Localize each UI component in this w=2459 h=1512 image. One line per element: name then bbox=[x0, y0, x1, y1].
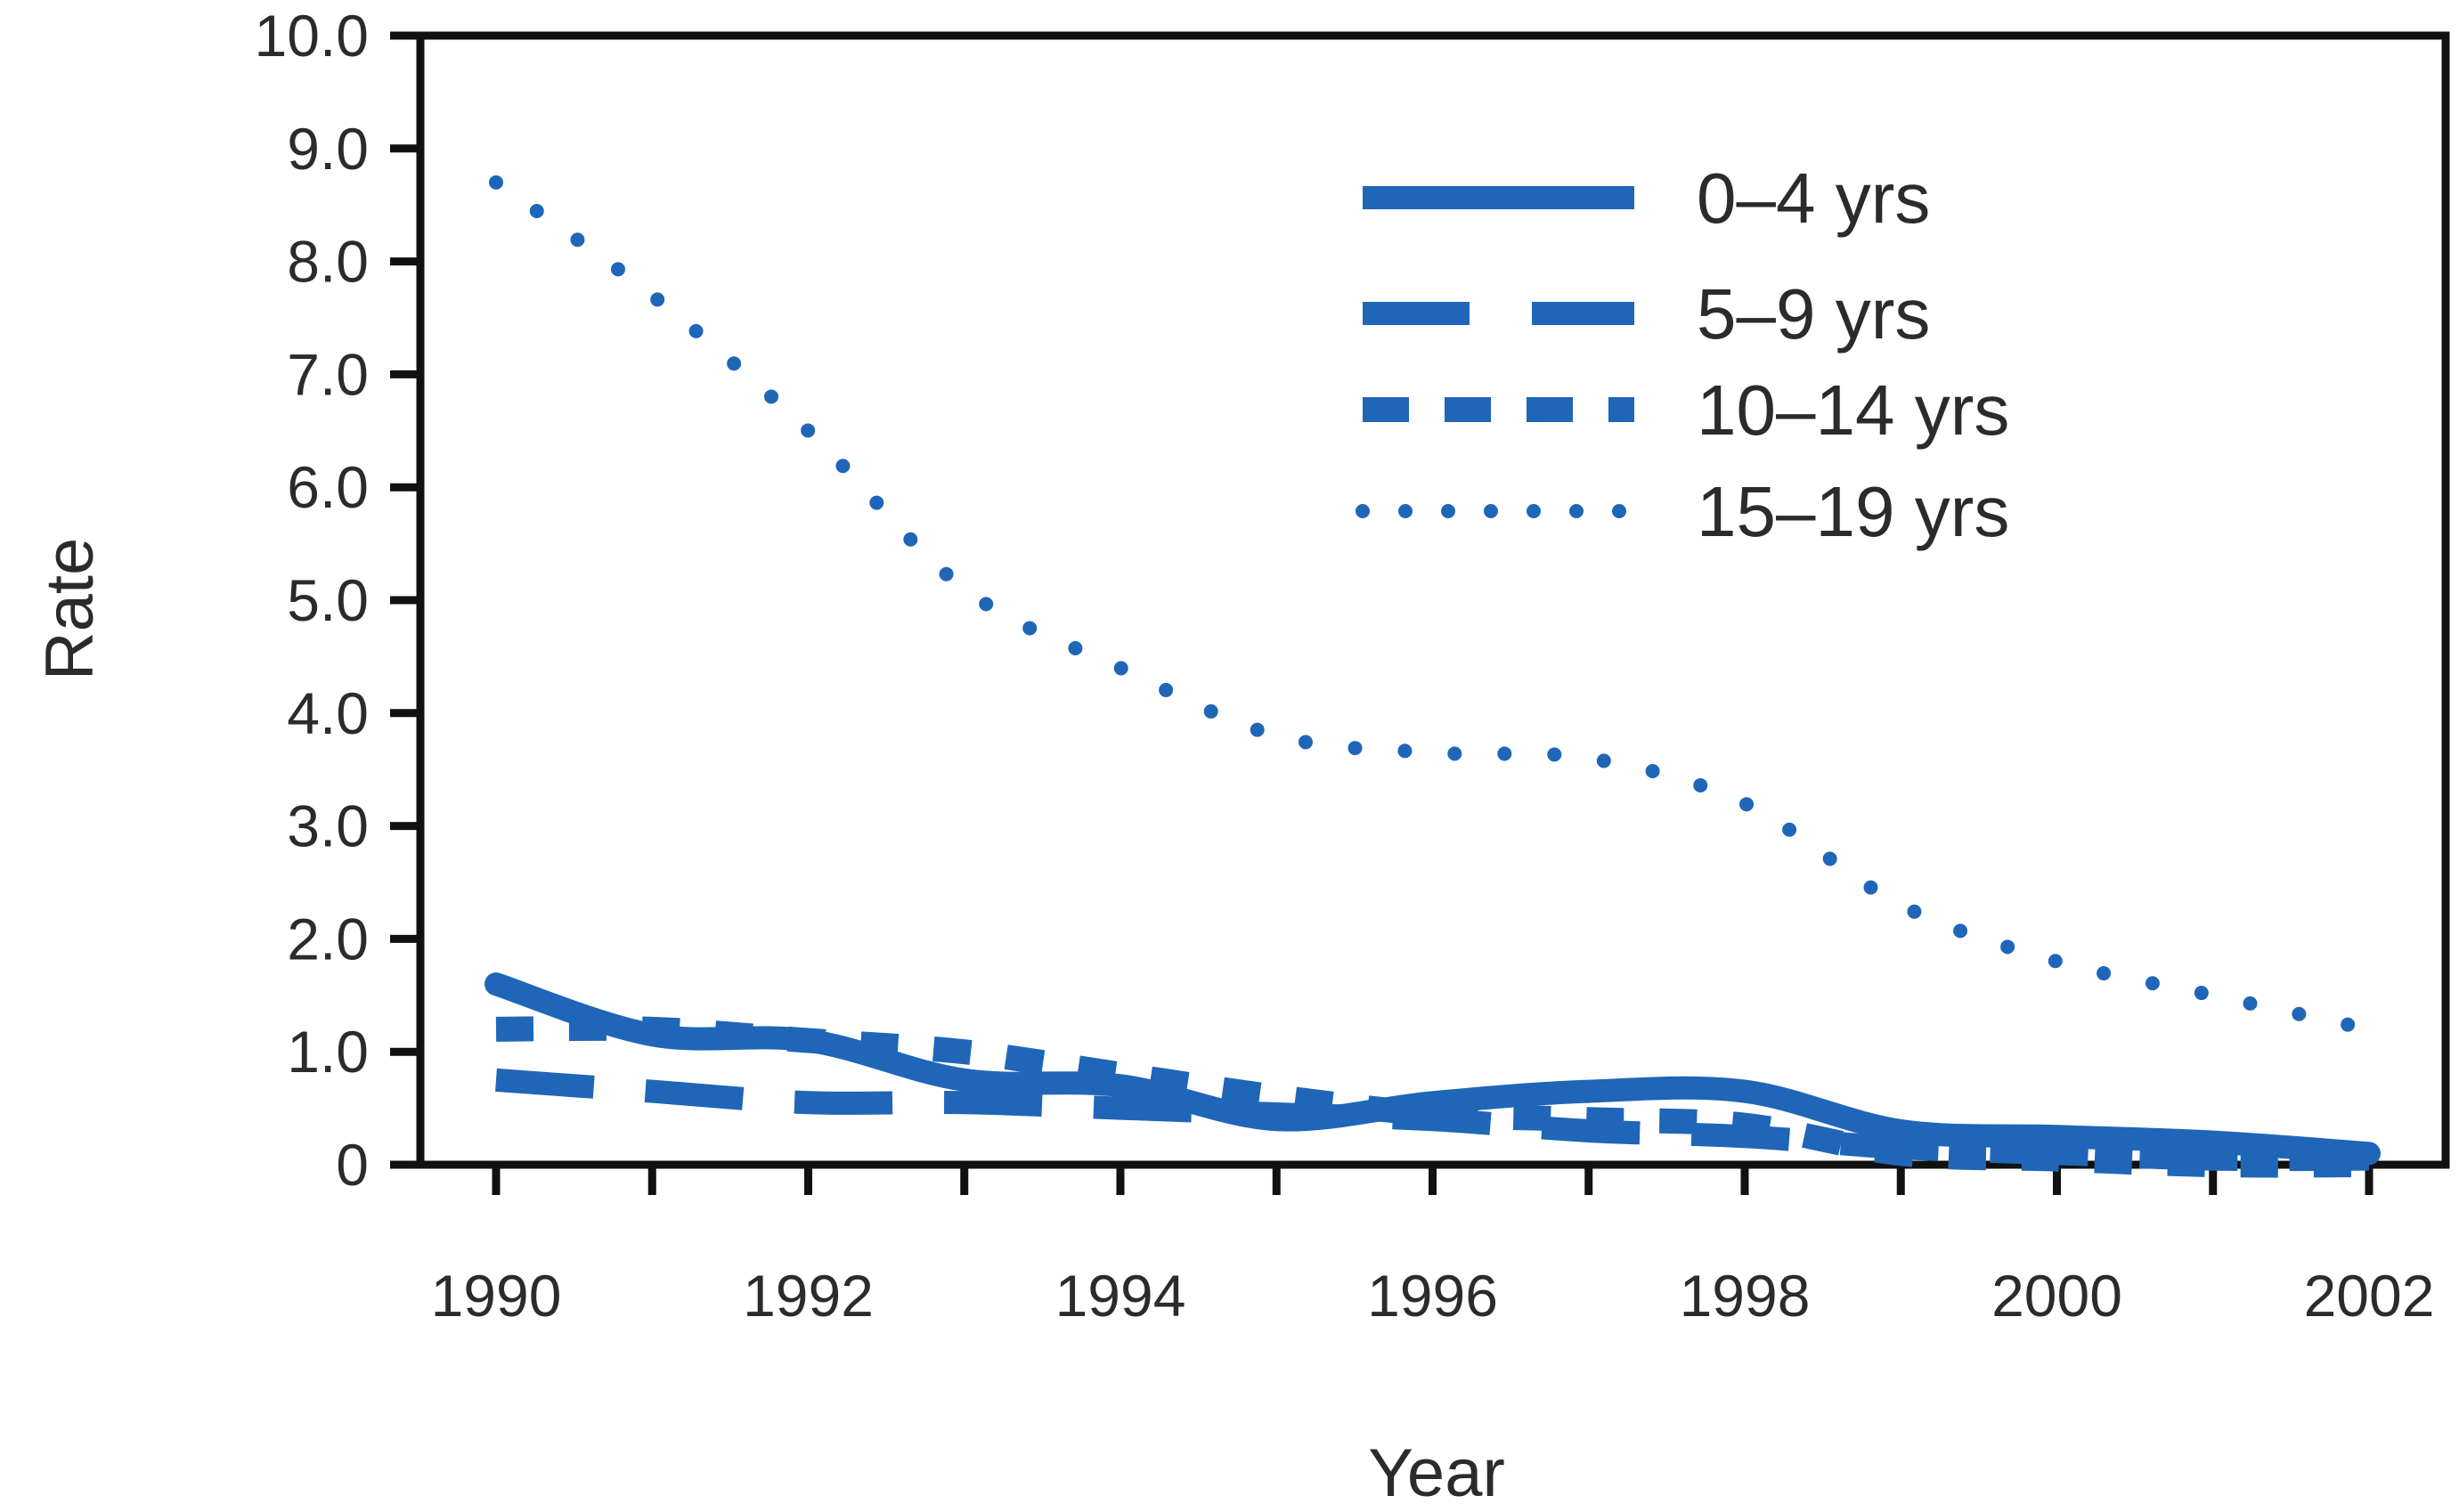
x-tick-label: 2000 bbox=[1991, 1263, 2122, 1329]
x-tick-label: 2002 bbox=[2304, 1263, 2435, 1329]
series-line-2 bbox=[495, 1015, 2370, 1178]
x-tick-label: 1992 bbox=[743, 1263, 874, 1329]
x-axis-ticks: 1990 1992 1994 1996 1998 2000 2002 bbox=[431, 1165, 2435, 1329]
x-tick-label: 1998 bbox=[1680, 1263, 1811, 1329]
x-axis-title: Year bbox=[1368, 1435, 1505, 1511]
y-tick-label: 0 bbox=[336, 1132, 369, 1198]
series-lines bbox=[484, 175, 2381, 1178]
legend-label-2: 10–14 yrs bbox=[1697, 370, 2009, 450]
legend-label-3: 15–19 yrs bbox=[1697, 472, 2009, 551]
y-tick-label: 9.0 bbox=[287, 116, 369, 182]
legend: 0–4 yrs 5–9 yrs 10–14 yrs 15–19 yrs bbox=[1356, 159, 2009, 551]
y-tick-label: 3.0 bbox=[287, 793, 369, 859]
x-tick-label: 1994 bbox=[1055, 1263, 1186, 1329]
series-line-3 bbox=[489, 175, 2376, 1036]
x-tick-label: 1990 bbox=[431, 1263, 562, 1329]
y-axis-title: Rate bbox=[32, 538, 108, 681]
y-tick-label: 4.0 bbox=[287, 680, 369, 746]
y-tick-label: 8.0 bbox=[287, 229, 369, 295]
y-tick-label: 2.0 bbox=[287, 906, 369, 971]
y-tick-label: 10.0 bbox=[255, 3, 369, 69]
y-tick-label: 5.0 bbox=[287, 567, 369, 633]
y-tick-label: 6.0 bbox=[287, 454, 369, 520]
legend-label-0: 0–4 yrs bbox=[1697, 159, 1930, 238]
y-tick-label: 1.0 bbox=[287, 1019, 369, 1085]
y-axis-ticks: 0 1.0 2.0 3.0 4.0 5.0 6.0 7.0 8.0 9.0 10.0 bbox=[255, 3, 420, 1198]
y-tick-label: 7.0 bbox=[287, 341, 369, 407]
legend-label-1: 5–9 yrs bbox=[1697, 274, 1930, 354]
x-tick-label: 1996 bbox=[1367, 1263, 1498, 1329]
